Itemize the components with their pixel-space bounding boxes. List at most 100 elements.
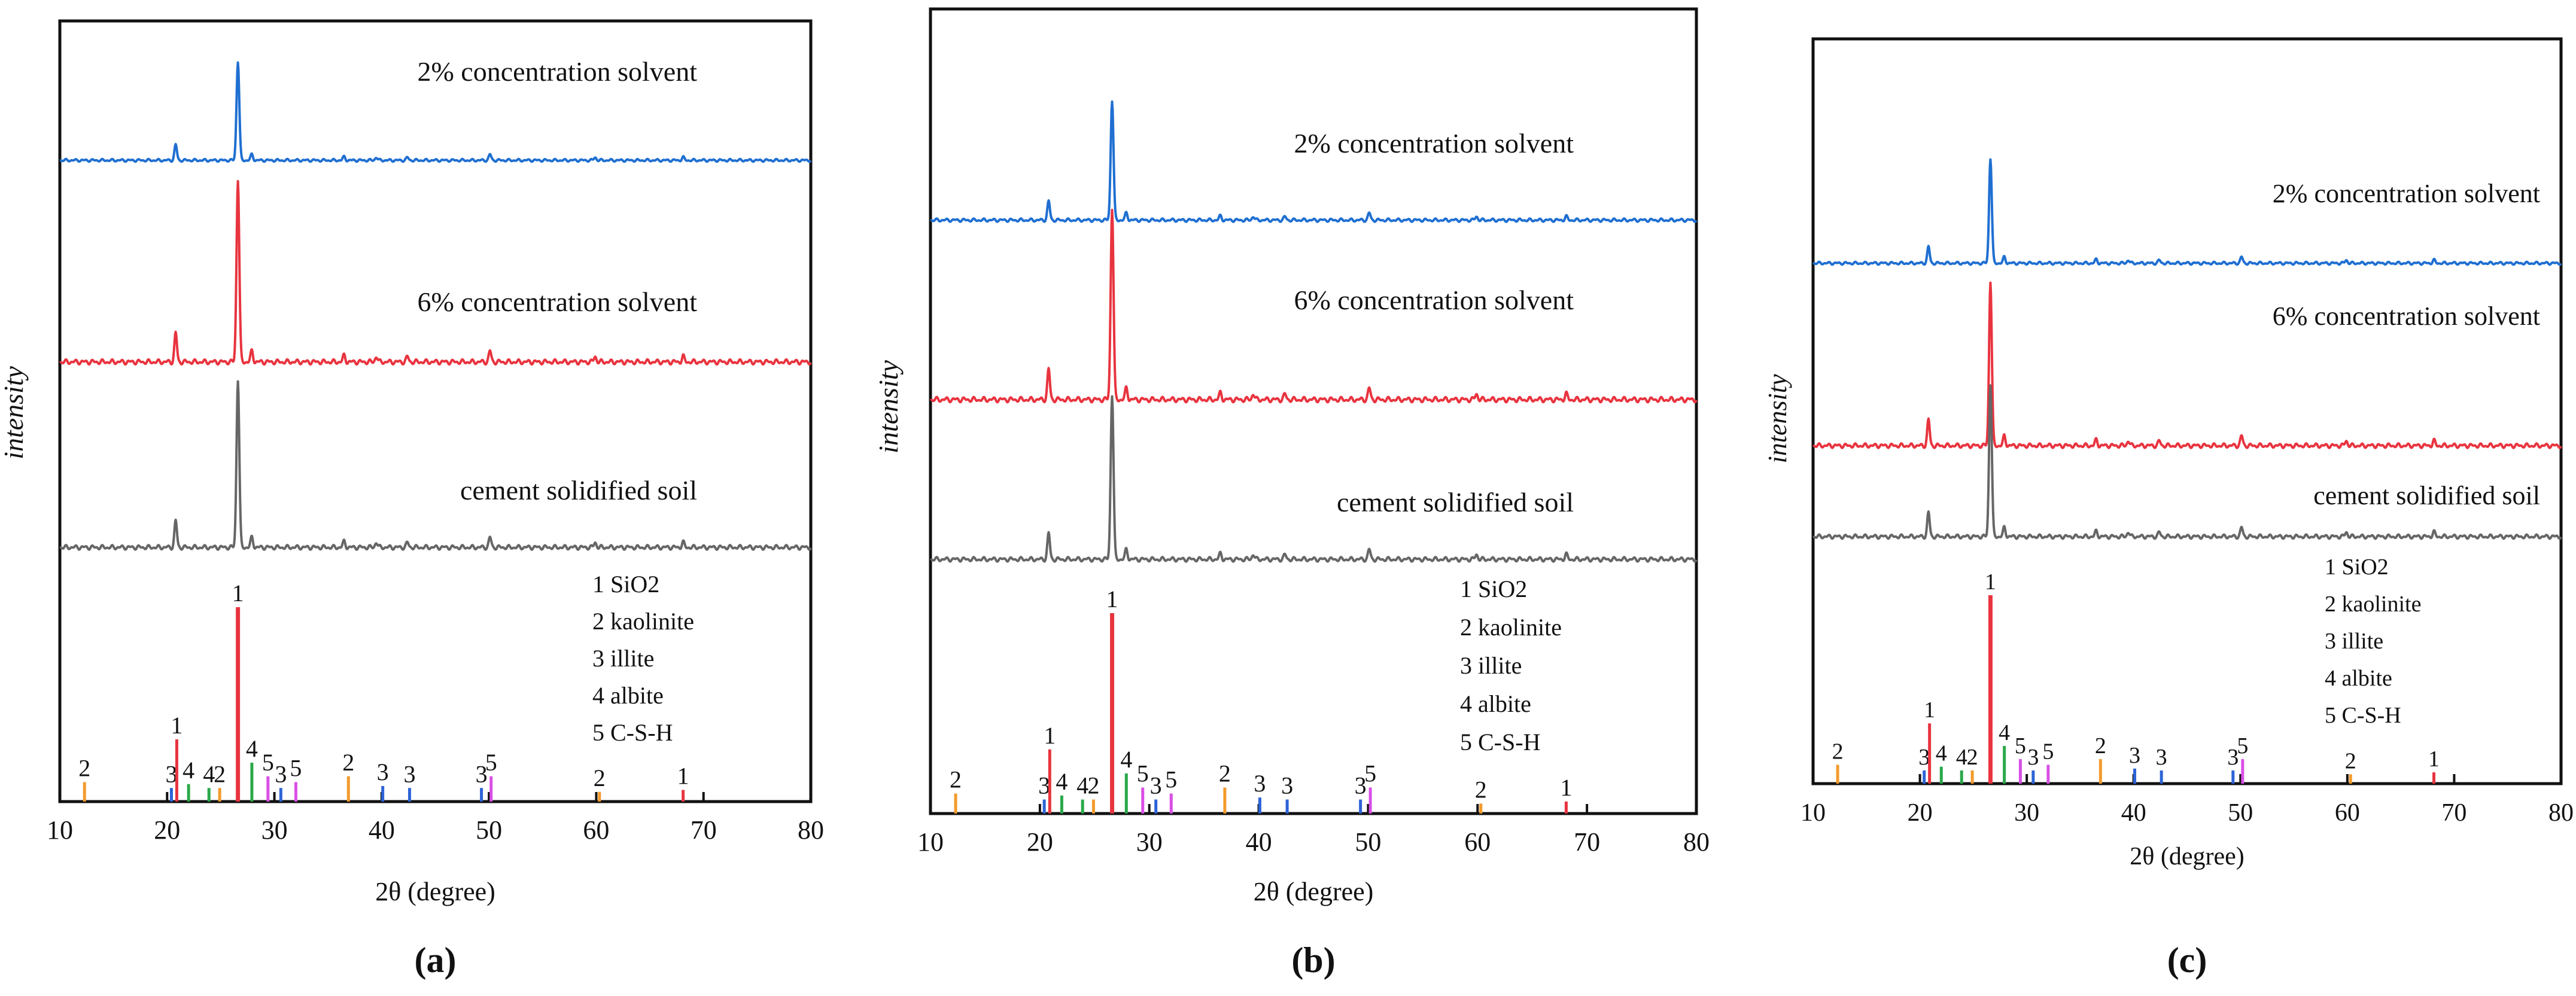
- reference-peak-label: 5: [1364, 760, 1376, 787]
- x-tick-label: 60: [1464, 827, 1491, 857]
- chart-panel: 10 20 30 40 50 60 70 80 2θ (degree) intensity 2% c…: [1763, 37, 2574, 980]
- reference-peak-label: 5: [1165, 766, 1177, 793]
- x-tick-label: 10: [1801, 799, 1826, 827]
- phase-legend-item: 5 C-S-H: [1460, 729, 1540, 756]
- reference-peak-label: 1: [2428, 747, 2440, 772]
- reference-peak-label: 2: [78, 755, 90, 782]
- reference-peak-label: 4: [183, 757, 194, 784]
- reference-peak-label: 5: [2015, 733, 2026, 759]
- x-tick-label: 10: [917, 827, 944, 857]
- y-axis-label: intensity: [0, 365, 29, 459]
- reference-peak-label: 2: [342, 749, 354, 776]
- phase-legend-item: 4 albite: [592, 682, 664, 709]
- plot-frame: [929, 7, 1698, 815]
- reference-peak-label: 3: [2129, 743, 2140, 768]
- x-tick-label: 80: [798, 815, 824, 845]
- phase-legend-item: 3 illite: [2325, 629, 2383, 654]
- x-tick-label: 70: [1574, 827, 1600, 857]
- series-label: 2% concentration solvent: [2273, 179, 2540, 208]
- x-tick-label: 30: [1136, 827, 1163, 857]
- reference-peak-label: 1: [1106, 586, 1118, 613]
- x-tick-label: 30: [2014, 799, 2039, 827]
- plot-frame: [1811, 37, 2563, 785]
- series-line: [929, 209, 1698, 404]
- y-axis-label: intensity: [873, 360, 904, 453]
- series-line: [1812, 384, 2562, 540]
- chart-panel: 10 20 30 40 50 60 70 80 2θ (degree) intensity 2% c…: [873, 7, 1710, 980]
- reference-peak-label: 2: [214, 760, 226, 787]
- reference-peak-label: 1: [1985, 569, 1996, 595]
- x-tick-label: 20: [1027, 827, 1053, 857]
- reference-peak-label: 5: [2042, 739, 2054, 764]
- x-tick-label: 70: [691, 815, 717, 845]
- reference-peak-label: 2: [1832, 739, 1844, 764]
- x-tick-label: 80: [2548, 799, 2574, 827]
- plot-frame: [58, 19, 813, 803]
- x-tick-label: 60: [583, 815, 609, 845]
- x-axis-label: 2θ (degree): [2130, 843, 2245, 870]
- reference-peak-label: 3: [165, 760, 177, 787]
- chart-panel: 10 20 30 40 50 60 70 80 2θ (degree) intensity 2% c…: [0, 19, 824, 980]
- reference-peak-label: 2: [1475, 776, 1487, 803]
- x-tick-label: 10: [47, 815, 73, 845]
- reference-peak-label: 4: [1056, 768, 1067, 795]
- series-label: 2% concentration solvent: [417, 56, 697, 87]
- reference-peak-label: 5: [290, 755, 302, 782]
- series-line: [1812, 281, 2562, 449]
- series-line: [929, 100, 1698, 223]
- x-tick-label: 50: [1355, 827, 1381, 857]
- series-line: [1812, 158, 2562, 266]
- reference-peak-label: 4: [1936, 741, 1947, 766]
- phase-legend-item: 2 kaolinite: [2325, 592, 2421, 617]
- series-label: 6% concentration solvent: [417, 287, 697, 317]
- reference-peak-label: 5: [2237, 733, 2248, 759]
- phase-legend-item: 4 albite: [1460, 690, 1531, 717]
- reference-peak-label: 1: [677, 763, 689, 790]
- reference-peak-label: 3: [275, 760, 287, 787]
- reference-peak-label: 3: [1254, 770, 1266, 797]
- series-label: 6% concentration solvent: [1294, 285, 1574, 315]
- panel-caption: (a): [415, 940, 457, 980]
- reference-peak-label: 3: [377, 759, 389, 785]
- phase-legend-item: 3 illite: [1460, 652, 1522, 679]
- reference-peak-label: 3: [1150, 772, 1162, 799]
- reference-peak-label: 4: [203, 760, 215, 787]
- series-label: 6% concentration solvent: [2273, 301, 2540, 331]
- phase-legend-item: 5 C-S-H: [592, 719, 673, 746]
- reference-peak-label: 3: [1038, 772, 1050, 799]
- phase-legend-item: 1 SiO2: [592, 571, 659, 598]
- reference-peak-label: 1: [1924, 697, 1935, 723]
- x-tick-label: 50: [476, 815, 502, 845]
- reference-peak-label: 2: [594, 764, 606, 791]
- reference-peak-label: 1: [1560, 774, 1572, 801]
- reference-peak-label: 4: [1076, 772, 1088, 799]
- reference-peak-label: 3: [1918, 745, 1930, 770]
- reference-peak-label: 3: [2027, 745, 2039, 770]
- reference-peak-label: 2: [1967, 745, 1978, 770]
- x-tick-label: 80: [1683, 827, 1710, 857]
- reference-peak-label: 3: [2156, 745, 2167, 770]
- reference-peak-label: 2: [950, 766, 962, 793]
- reference-peak-label: 4: [1956, 745, 1967, 770]
- reference-peak-label: 5: [262, 749, 274, 776]
- series-label: cement solidified soil: [2313, 481, 2540, 510]
- x-tick-label: 40: [2121, 799, 2146, 827]
- phase-legend-item: 2 kaolinite: [1460, 614, 1562, 641]
- phase-legend-item: 5 C-S-H: [2325, 703, 2401, 728]
- series-line: [59, 61, 812, 163]
- series-label: cement solidified soil: [1337, 487, 1574, 517]
- phase-legend-item: 4 albite: [2325, 666, 2392, 691]
- x-axis-label: 2θ (degree): [375, 877, 495, 906]
- reference-peak-label: 2: [1087, 772, 1099, 799]
- panel-caption: (c): [2167, 940, 2207, 980]
- reference-peak-label: 3: [403, 760, 415, 787]
- y-axis-label: intensity: [1763, 374, 1792, 464]
- reference-peak-label: 5: [1137, 760, 1149, 787]
- series-label: 2% concentration solvent: [1294, 128, 1574, 159]
- x-tick-label: 20: [154, 815, 180, 845]
- reference-peak-label: 3: [1281, 772, 1293, 799]
- reference-peak-label: 2: [2345, 748, 2356, 773]
- x-tick-label: 20: [1908, 799, 1933, 827]
- reference-peak-label: 3: [2227, 745, 2239, 770]
